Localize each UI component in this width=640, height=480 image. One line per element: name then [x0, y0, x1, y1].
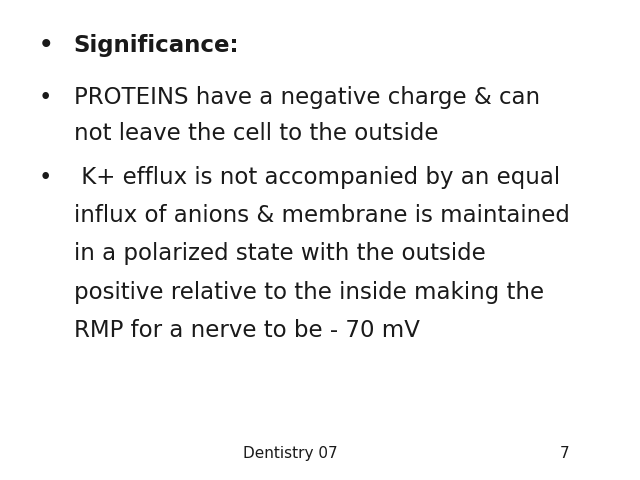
Text: 7: 7 — [560, 446, 570, 461]
Text: positive relative to the inside making the: positive relative to the inside making t… — [74, 281, 544, 304]
Text: •: • — [38, 86, 52, 109]
Text: Significance:: Significance: — [74, 34, 239, 57]
Text: •: • — [38, 166, 52, 189]
Text: not leave the cell to the outside: not leave the cell to the outside — [74, 122, 438, 145]
Text: Dentistry 07: Dentistry 07 — [243, 446, 338, 461]
Text: RMP for a nerve to be - 70 mV: RMP for a nerve to be - 70 mV — [74, 319, 419, 342]
Text: influx of anions & membrane is maintained: influx of anions & membrane is maintaine… — [74, 204, 570, 227]
Text: •: • — [38, 34, 53, 57]
Text: PROTEINS have a negative charge & can: PROTEINS have a negative charge & can — [74, 86, 540, 109]
Text: in a polarized state with the outside: in a polarized state with the outside — [74, 242, 485, 265]
Text: K+ efflux is not accompanied by an equal: K+ efflux is not accompanied by an equal — [74, 166, 560, 189]
